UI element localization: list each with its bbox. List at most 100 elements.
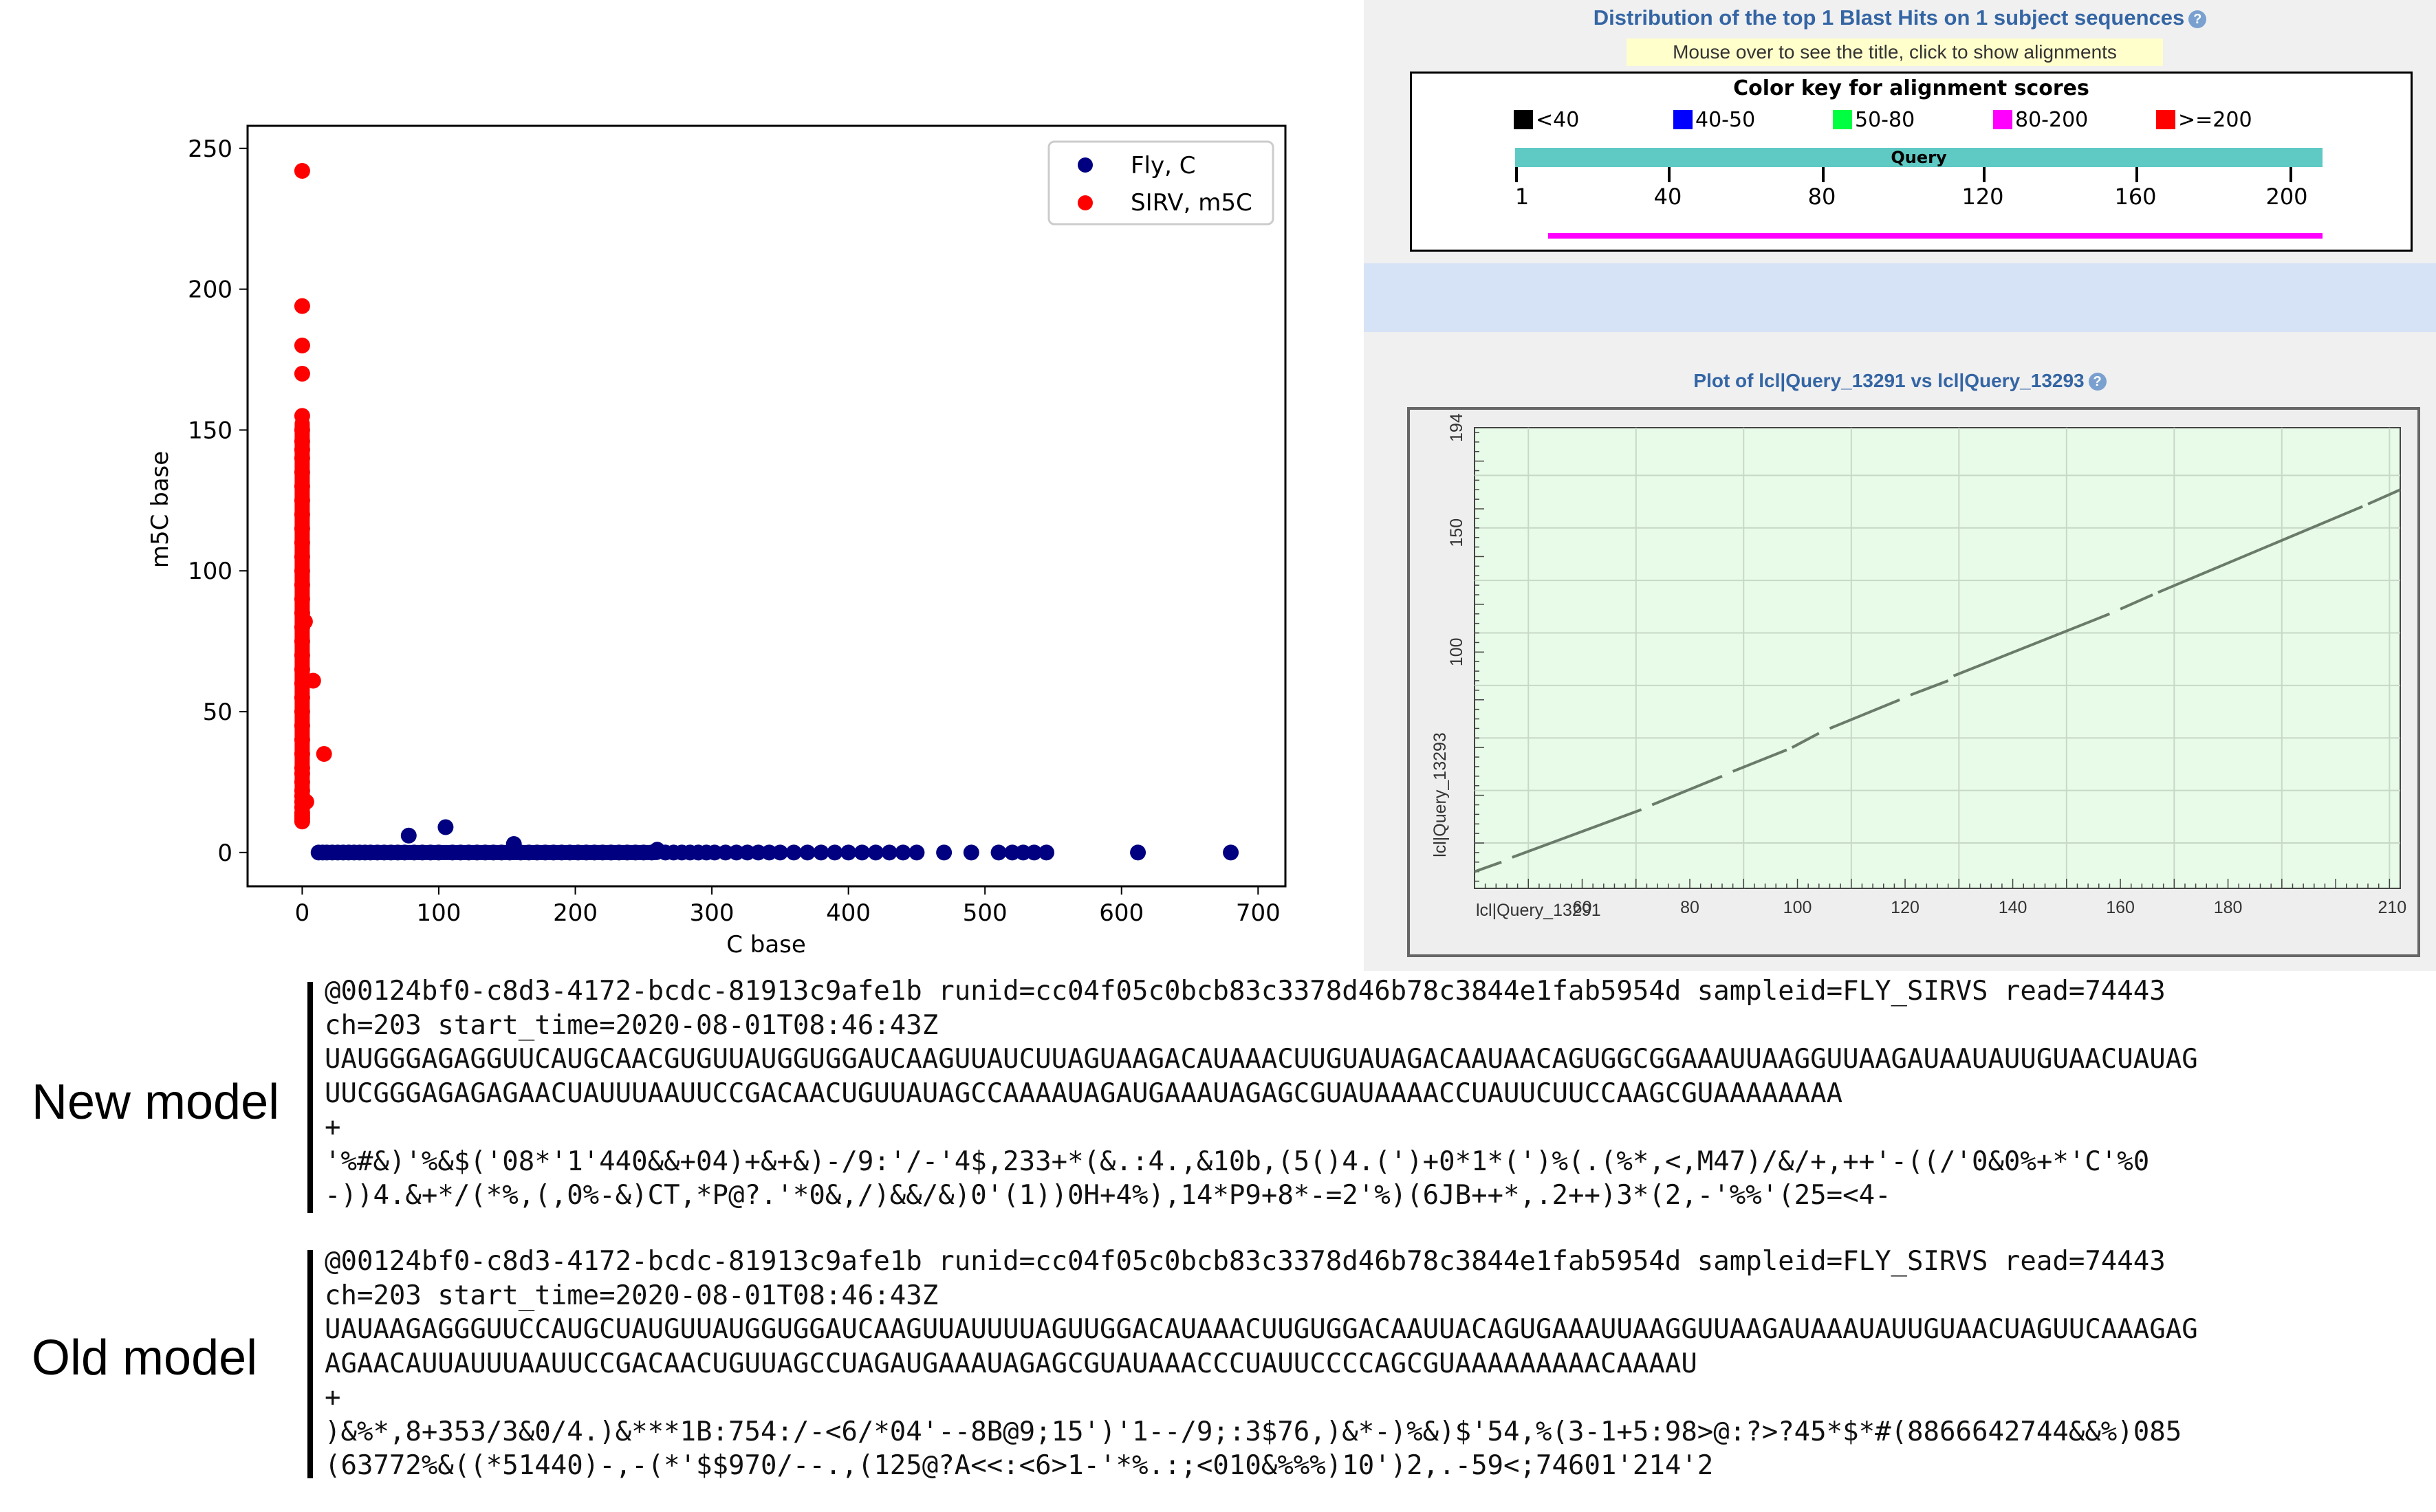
alignment-segment[interactable] xyxy=(1953,612,2111,677)
data-point-sirv-m5c xyxy=(294,745,310,762)
x-tick-label: 700 xyxy=(1236,899,1281,927)
data-point-fly-c xyxy=(853,844,870,861)
legend-label-fly-c: Fly, C xyxy=(1131,152,1195,179)
blast-hit-bar[interactable] xyxy=(1548,233,2323,239)
fastq-line: UAUAAGAGGGUUCCAUGCUAUGUUAUGGUGGAUCAAGUUA… xyxy=(325,1314,2198,1345)
x-tick-label: 300 xyxy=(690,899,735,927)
color-key-title: Color key for alignment scores xyxy=(1733,76,2089,100)
query-tick-label: 40 xyxy=(1653,184,1682,210)
dot-y-tick-label: 194 xyxy=(1447,413,1466,442)
scatter-legend: Fly, C SIRV, m5C xyxy=(1047,140,1274,226)
data-point-fly-c xyxy=(936,844,953,861)
query-tick xyxy=(1668,167,1671,182)
dot-plot-y-axis-title: lcl|Query_13293 xyxy=(1431,732,1450,857)
alignment-segment[interactable] xyxy=(1791,732,1820,749)
fastq-line: UAUGGGAGAGGUUCAUGCAACGUGUUAUGGUGGAUCAAGU… xyxy=(325,1044,2198,1075)
scatter-plot-frame xyxy=(246,124,1287,888)
query-bar: Query xyxy=(1515,148,2323,167)
alignment-segment[interactable] xyxy=(1910,679,1949,697)
blast-hits-title-text: Distribution of the top 1 Blast Hits on … xyxy=(1593,6,2185,30)
dot-y-tick-label: 100 xyxy=(1447,637,1466,666)
data-point-sirv-m5c xyxy=(294,492,310,509)
data-point-fly-c xyxy=(1015,844,1032,861)
legend-label-sirv-m5c: SIRV, m5C xyxy=(1131,189,1252,217)
old-model-fastq-record: @00124bf0-c8d3-4172-bcdc-81913c9afe1b ru… xyxy=(325,1245,2422,1483)
data-point-fly-c xyxy=(895,844,911,861)
y-tick-label: 150 xyxy=(188,417,232,444)
data-point-fly-c xyxy=(739,844,756,861)
dot-y-tick-label: 150 xyxy=(1447,518,1466,547)
data-point-sirv-m5c xyxy=(305,672,321,689)
data-point-fly-c xyxy=(909,844,925,861)
data-point-fly-c xyxy=(990,844,1007,861)
x-tick-label: 200 xyxy=(553,899,598,927)
fastq-line: + xyxy=(325,1112,341,1143)
fastq-line: @00124bf0-c8d3-4172-bcdc-81913c9afe1b ru… xyxy=(325,1246,2166,1277)
old-model-divider xyxy=(307,1250,313,1478)
data-point-sirv-m5c xyxy=(294,534,310,551)
dot-plot-title: Plot of lcl|Query_13291 vs lcl|Query_132… xyxy=(1364,370,2436,392)
y-tick-label: 250 xyxy=(188,135,232,163)
dot-x-tick-label: 100 xyxy=(1783,898,1812,917)
alignment-segment[interactable] xyxy=(2367,488,2401,505)
data-point-sirv-m5c xyxy=(294,732,310,748)
dot-plot-x-axis-title: lcl|Query_13291 xyxy=(1476,901,1601,920)
color-swatch-icon xyxy=(1514,110,1533,129)
query-tick-label: 160 xyxy=(2114,184,2157,210)
data-point-sirv-m5c xyxy=(294,521,310,537)
y-tick-label: 50 xyxy=(203,699,232,726)
y-tick-label: 200 xyxy=(188,276,232,304)
data-point-sirv-m5c xyxy=(294,562,310,579)
data-point-sirv-m5c xyxy=(294,478,310,494)
data-point-sirv-m5c xyxy=(294,163,310,179)
dot-x-tick-label: 210 xyxy=(2378,898,2406,917)
data-point-fly-c xyxy=(1130,844,1146,861)
alignment-segment[interactable] xyxy=(1512,808,1642,859)
help-icon[interactable]: ? xyxy=(2188,10,2207,28)
data-point-fly-c xyxy=(400,827,417,844)
help-icon[interactable]: ? xyxy=(2088,373,2107,391)
data-point-fly-c xyxy=(706,844,723,861)
color-key-item-lt40: <40 xyxy=(1514,109,1579,131)
scatter-x-axis-title: C base xyxy=(726,931,806,958)
fastq-line: UUCGGGAGAGAGAACUAUUUAAUUCCGACAACUGUUAUAG… xyxy=(325,1077,1843,1109)
query-tick xyxy=(2290,167,2292,182)
new-model-fastq-record: @00124bf0-c8d3-4172-bcdc-81913c9afe1b ru… xyxy=(325,974,2422,1213)
data-point-fly-c xyxy=(840,844,857,861)
x-tick-label: 400 xyxy=(826,899,871,927)
new-model-divider xyxy=(307,982,313,1213)
color-key-item-80-200: 80-200 xyxy=(1993,109,2088,131)
data-point-fly-c xyxy=(963,844,979,861)
color-swatch-icon xyxy=(2156,110,2175,129)
color-key-item-50-80: 50-80 xyxy=(1833,109,1915,131)
data-point-sirv-m5c xyxy=(294,408,310,424)
scatter-plot: 0 100 200 300 400 500 600 700 0 50 100 150 200 250 C … xyxy=(146,124,1287,958)
dot-x-tick-label: 180 xyxy=(2214,898,2243,917)
alignment-segment[interactable] xyxy=(2157,505,2363,594)
fastq-line: (63772%&((*51440)-,-(*'$$970/--.,(125@?A… xyxy=(325,1450,1714,1481)
blast-hits-title[interactable]: Distribution of the top 1 Blast Hits on … xyxy=(1364,6,2436,30)
color-swatch-icon xyxy=(1833,110,1852,129)
alignment-segment[interactable] xyxy=(2120,593,2153,611)
data-point-fly-c xyxy=(1223,844,1239,861)
dot-x-tick-label: 120 xyxy=(1891,898,1920,917)
legend-marker-fly-c xyxy=(1078,157,1093,173)
color-key-label: 80-200 xyxy=(2015,108,2089,132)
fastq-line: ch=203 start_time=2020-08-01T08:46:43Z xyxy=(325,1280,939,1311)
query-tick xyxy=(1822,167,1825,182)
color-key-panel: Color key for alignment scores <40 40-50… xyxy=(1410,72,2413,252)
data-point-fly-c xyxy=(761,844,777,861)
x-tick-label: 600 xyxy=(1099,899,1144,927)
y-tick-label: 0 xyxy=(217,840,232,867)
alignment-segment[interactable] xyxy=(1732,748,1787,773)
alignment-segment[interactable] xyxy=(1829,698,1900,730)
data-point-sirv-m5c xyxy=(294,703,310,720)
fastq-line: AGAACAUUAUUUAAUUCCGACAACUGUUAGCCUAGAUGAA… xyxy=(325,1348,1697,1379)
query-tick-label: 1 xyxy=(1514,184,1530,210)
alignment-segment[interactable] xyxy=(1651,774,1723,807)
old-model-label: Old model xyxy=(32,1330,258,1385)
data-point-fly-c xyxy=(813,844,829,861)
alignment-segment[interactable] xyxy=(1474,860,1502,873)
dot-x-tick-label: 80 xyxy=(1680,898,1699,917)
x-tick-label: 0 xyxy=(295,899,310,927)
